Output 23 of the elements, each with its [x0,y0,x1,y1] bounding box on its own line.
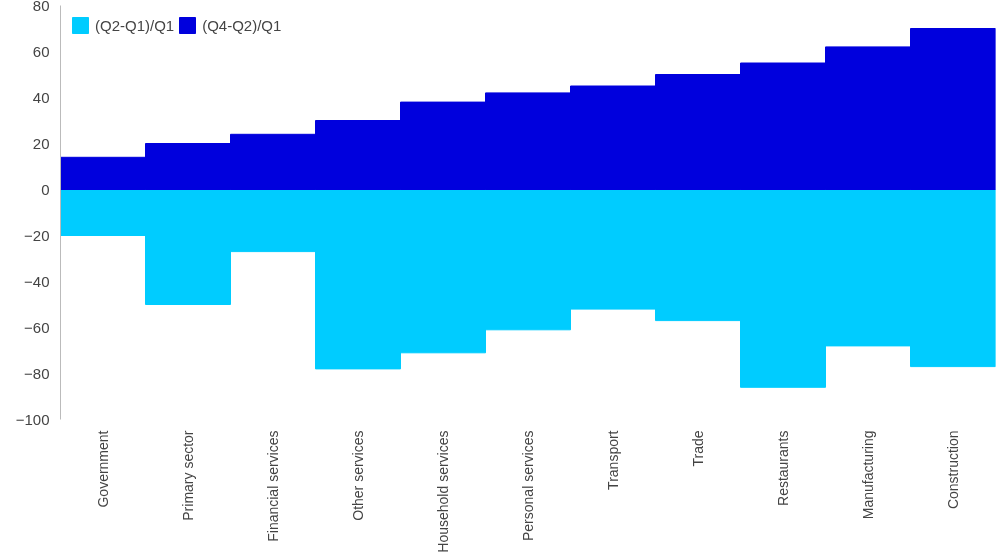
y-tick-label: 80 [32,0,50,14]
x-tick-label: Personal services [520,430,536,541]
y-tick-label: −20 [24,226,50,244]
x-tick-label: Financial services [265,430,281,542]
x-tick-label: Manufacturing [860,430,876,520]
legend-label: (Q4-Q2)/Q1 [202,16,282,34]
y-tick-label: 20 [32,134,50,152]
x-tick-label: Other services [350,430,366,521]
x-tick-label: Government [95,430,111,508]
y-tick-label: −100 [15,410,50,428]
legend-label: (Q2-Q1)/Q1 [95,16,175,34]
y-tick-label: 0 [41,180,50,198]
x-tick-label: Restaurants [775,430,791,506]
x-tick-label: Construction [945,430,961,510]
y-tick-label: −40 [24,272,50,290]
y-tick-label: −60 [24,318,50,336]
x-tick-label: Household services [435,430,451,553]
y-tick-label: 60 [32,42,50,60]
x-tick-label: Trade [690,430,706,467]
y-tick-label: 40 [32,88,50,106]
x-tick-label: Transport [605,430,621,490]
y-tick-label: −80 [24,364,50,382]
x-tick-label: Primary sector [180,430,196,521]
